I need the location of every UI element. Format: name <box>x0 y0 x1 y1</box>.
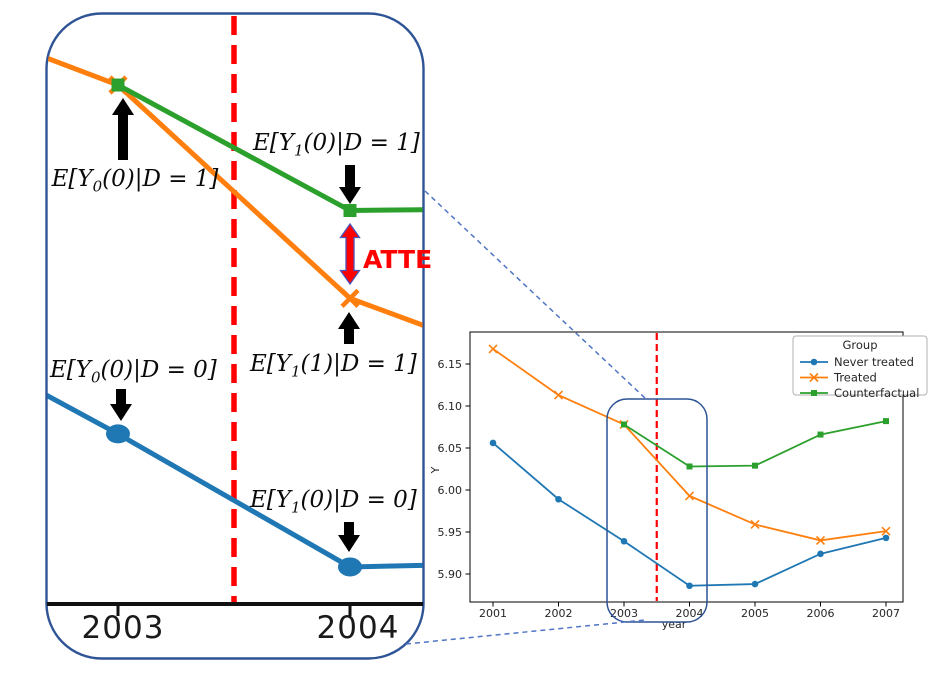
x-tick-label: 2001 <box>479 607 507 620</box>
point-marker <box>809 372 819 383</box>
point-marker <box>621 421 627 428</box>
point-marker <box>686 582 693 590</box>
legend-entry-label: Counterfactual <box>834 386 919 400</box>
arrow-to-y1-0-d0 <box>338 522 360 552</box>
arrow-to-y0-d0 <box>110 389 132 421</box>
x-tick-label: 2006 <box>807 607 835 620</box>
y-tick-label: 6.05 <box>438 442 463 455</box>
atte-double-arrow <box>339 222 361 286</box>
point-marker <box>489 439 497 447</box>
legend-box <box>792 335 928 396</box>
point-marker <box>817 431 824 438</box>
y-axis-label: Y <box>429 466 442 474</box>
legend-entry-label: Treated <box>833 371 877 385</box>
x-axis-label: year <box>662 618 687 631</box>
point-marker <box>810 358 818 366</box>
point-marker <box>815 535 826 545</box>
point-marker <box>881 526 891 536</box>
y-tick-label: 6.10 <box>438 400 463 413</box>
arrow-to-y0-d1 <box>112 98 134 160</box>
arrow-to-y1-1-d1 <box>338 312 360 344</box>
atte-label: ATTE <box>363 245 433 274</box>
point-marker <box>338 557 362 577</box>
inset-plot-area <box>47 14 423 604</box>
point-marker <box>817 550 824 558</box>
label-e-y0-given-d0: E[Y0(0)|D = 0] <box>50 357 217 387</box>
plot-border <box>469 331 904 603</box>
y-tick-label: 5.95 <box>438 526 463 539</box>
x-tick-label: 2003 <box>610 607 638 620</box>
x-tick-label: 2007 <box>872 607 900 620</box>
point-marker <box>686 463 693 470</box>
inset-series-counterfactual <box>111 72 423 218</box>
legend-title: Group <box>842 338 877 352</box>
point-marker <box>340 288 360 308</box>
arrow-to-y1-0-d1 <box>339 165 361 204</box>
point-marker <box>343 204 357 218</box>
x-tick-label: 2005 <box>741 607 769 620</box>
inset-series-never-treated <box>47 138 423 577</box>
label-e-y0-given-d1: E[Y0(0)|D = 1] <box>51 166 219 196</box>
point-marker <box>752 462 758 469</box>
point-marker <box>750 519 760 530</box>
y-tick-label: 6.15 <box>438 358 463 371</box>
zoom-inset-panel: E[Y0(0)|D = 1] E[Y1(0)|D = 1] E[Y1(1)|D … <box>45 12 432 662</box>
label-e-y1-0-given-d0: E[Y1(0)|D = 0] <box>250 487 417 517</box>
label-e-y1-1-given-d1: E[Y1(1)|D = 1] <box>250 351 417 381</box>
point-marker <box>811 390 817 396</box>
x-axis: 2001 2002 2003 2004 2005 2006 2007 <box>479 602 900 620</box>
did-line-chart: 5.90 5.95 6.00 6.05 6.10 6.15 2001 2002 2003 2004… <box>429 331 928 631</box>
y-axis: 5.90 5.95 6.00 6.05 6.10 6.15 <box>438 358 470 581</box>
point-marker <box>883 418 889 425</box>
zoom-inset-chart <box>45 12 425 660</box>
series-line <box>116 72 423 214</box>
y-tick-label: 6.00 <box>438 484 463 497</box>
point-marker <box>106 424 130 444</box>
series-counterfactual <box>621 418 889 470</box>
series-never-treated <box>489 439 890 590</box>
legend-entry-label: Never treated <box>834 355 914 369</box>
series-line <box>623 420 887 468</box>
point-marker <box>620 537 628 545</box>
y-tick-label: 5.90 <box>438 568 463 581</box>
point-marker <box>751 580 759 588</box>
inset-x-axis <box>47 602 423 616</box>
point-marker <box>111 78 125 92</box>
inset-xtick-2003: 2003 <box>81 610 165 646</box>
point-marker <box>882 534 890 542</box>
zoom-region-outline <box>606 398 708 623</box>
inset-xtick-2004: 2004 <box>316 610 400 646</box>
x-tick-label: 2004 <box>676 607 704 620</box>
point-marker <box>684 491 695 501</box>
x-tick-label: 2002 <box>545 607 573 620</box>
point-marker <box>555 495 562 503</box>
label-e-y1-0-given-d1: E[Y1(0)|D = 1] <box>253 130 420 160</box>
